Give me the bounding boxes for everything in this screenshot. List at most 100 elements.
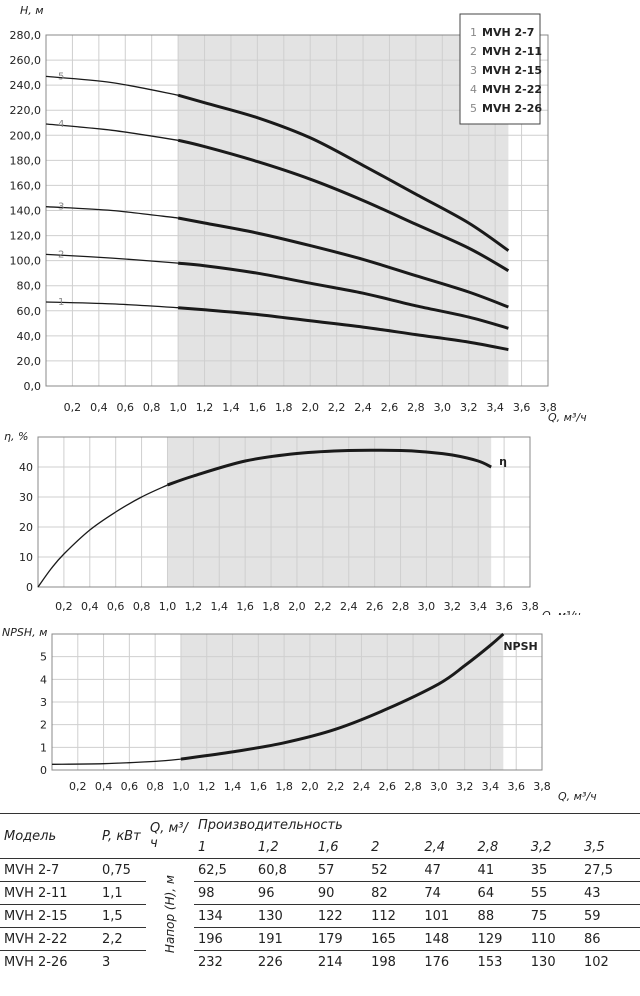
head-chart: 0,0 20,0 40,0 60,0 80,0 100,0 120,0 140,0 160,0 1… [10, 4, 588, 424]
x-tick-label: 0,4 [90, 401, 108, 414]
x-tick-label: 1,6 [236, 600, 254, 613]
head-value-cell: 101 [420, 904, 474, 928]
legend-number: 2 [470, 45, 477, 58]
x-tick-label: 3,6 [507, 780, 525, 793]
head-value-cell: 110 [526, 927, 581, 951]
model-cell: MVH 2-7 [0, 858, 98, 882]
x-tick-label: 0,8 [146, 780, 164, 793]
table-row: MVH 2-22 2,2 196 191 179 165 148 129 110 86 [0, 927, 640, 951]
series-line-operating [177, 138, 510, 272]
curve-number-label: 5 [58, 71, 64, 82]
head-value-cell: 232 [194, 950, 254, 973]
head-value-cell: 191 [253, 927, 314, 951]
x-tick-label: 2,4 [353, 780, 371, 793]
series-line [45, 301, 179, 309]
series-line [45, 123, 179, 141]
power-cell: 2,2 [98, 927, 146, 951]
y-tick-label: 5 [40, 651, 47, 664]
y-tick-label: 0,0 [24, 380, 42, 393]
series-end-label: η [499, 455, 507, 468]
flow-value: 1 [194, 836, 254, 859]
model-cell: MVH 2-15 [0, 904, 98, 928]
x-tick-label: 0,8 [133, 600, 151, 613]
col-flow-header: Q, м³/ч [146, 813, 194, 859]
x-tick-label: 2,4 [340, 600, 358, 613]
flow-value: 3,5 [580, 836, 640, 859]
x-tick-label: 0,6 [107, 600, 125, 613]
x-tick-label: 2,8 [404, 780, 422, 793]
x-tick-label: 1,4 [224, 780, 242, 793]
y-tick-label: 30 [19, 491, 33, 504]
x-tick-label: 0,6 [121, 780, 139, 793]
table-row: MVH 2-26 3 232 226 214 198 176 153 130 102 [0, 950, 640, 973]
plot-frame [51, 633, 543, 771]
head-value-cell: 214 [313, 950, 368, 973]
x-tick-label: 3,4 [486, 401, 504, 414]
series-line-operating [177, 93, 510, 252]
x-tick-label: 1,8 [275, 401, 293, 414]
y-axis-label: NPSH, м [2, 626, 47, 639]
head-row-label: Напор (H), м [146, 858, 194, 973]
flow-value: 2 [367, 836, 421, 859]
head-value-cell: 57 [313, 858, 368, 882]
x-tick-label: 1,8 [275, 780, 293, 793]
x-tick-label: 1,6 [250, 780, 268, 793]
y-tick-label: 40,0 [17, 330, 42, 343]
y-axis-label: η, % [4, 430, 28, 443]
x-tick-label: 2,8 [392, 600, 410, 613]
operating-range-band [167, 437, 492, 587]
head-value-cell: 179 [313, 927, 368, 951]
x-tick-label: 2,2 [327, 780, 345, 793]
performance-table: Модель P, кВт Q, м³/ч Производительность… [0, 813, 640, 973]
x-tick-label: 0,6 [117, 401, 135, 414]
series-line [45, 206, 179, 219]
power-cell: 0,75 [98, 858, 146, 882]
series-line-operating [177, 261, 509, 330]
head-value-cell: 86 [580, 927, 640, 951]
head-value-cell: 27,5 [580, 858, 640, 882]
series-line-operating [177, 216, 509, 309]
x-tick-label: 0,2 [64, 401, 82, 414]
head-value-cell: 148 [420, 927, 474, 951]
x-tick-label: 3,6 [495, 600, 513, 613]
y-tick-label: 2 [40, 719, 47, 732]
y-tick-label: 0 [40, 764, 47, 777]
x-axis-label: Q, м³/ч [558, 790, 597, 803]
efficiency-chart: 0 10 20 30 40 0,2 0,4 0,6 0,8 1,0 1,2 1,4 1,6 1,8 2,0 2… [4, 430, 581, 615]
y-tick-label: 1 [40, 741, 47, 754]
x-axis-label: Q, м³/ч [542, 609, 581, 615]
head-value-cell: 130 [526, 950, 581, 973]
y-tick-label: 100,0 [10, 255, 42, 268]
model-cell: MVH 2-11 [0, 881, 98, 905]
legend-number: 4 [470, 83, 477, 96]
legend-entry: MVH 2-26 [482, 102, 542, 115]
head-value-cell: 165 [367, 927, 421, 951]
series-line-operating [167, 448, 492, 487]
plot-frame [45, 34, 549, 387]
power-cell: 1,1 [98, 881, 146, 905]
x-tick-label: 1,2 [198, 780, 216, 793]
power-cell: 1,5 [98, 904, 146, 928]
head-value-cell: 75 [526, 904, 581, 928]
y-tick-label: 3 [40, 696, 47, 709]
y-tick-label: 120,0 [10, 230, 42, 243]
x-tick-label: 1,8 [262, 600, 280, 613]
head-value-cell: 62,5 [194, 858, 254, 882]
x-tick-label: 1,6 [249, 401, 267, 414]
head-value-cell: 196 [194, 927, 254, 951]
x-tick-label: 1,4 [222, 401, 240, 414]
x-tick-label: 0,2 [69, 780, 87, 793]
head-value-cell: 198 [367, 950, 421, 973]
x-tick-label: 2,6 [379, 780, 397, 793]
legend-entry: MVH 2-7 [482, 26, 534, 39]
flow-value: 2,4 [420, 836, 474, 859]
npsh-chart: 0 1 2 3 4 5 0,2 0,4 0,6 0,8 1,0 1,2 1,4 1,6 1,8 2,0 2,2 2… [2, 626, 597, 803]
head-value-cell: 226 [253, 950, 314, 973]
y-tick-label: 0 [26, 581, 33, 594]
table-row: MVH 2-15 1,5 134 130 122 112 101 88 75 59 [0, 904, 640, 928]
head-value-cell: 130 [253, 904, 314, 928]
x-tick-label: 3,2 [460, 401, 478, 414]
head-value-cell: 176 [420, 950, 474, 973]
x-tick-label: 3,2 [456, 780, 474, 793]
